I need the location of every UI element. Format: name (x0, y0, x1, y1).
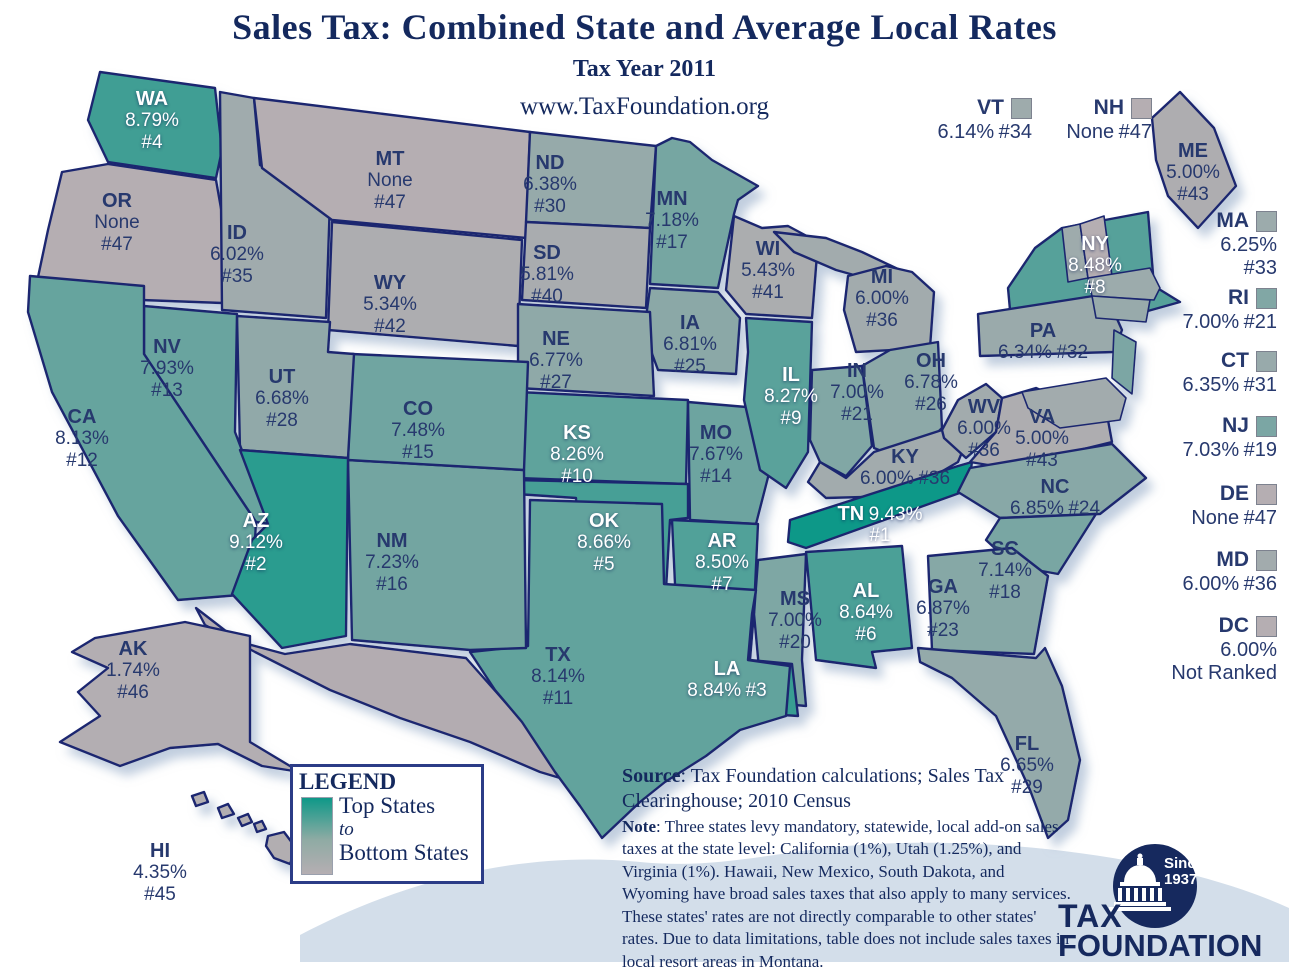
legend-bottom-label: Bottom States (339, 840, 469, 866)
state-shape-nd (524, 130, 658, 230)
state-shape-me (1150, 90, 1238, 230)
state-shape-co (346, 352, 530, 472)
state-shape-hi (236, 812, 254, 828)
note-text: : Three states levy mandatory, statewide… (622, 817, 1071, 971)
state-shape-ks (514, 390, 690, 486)
page-title: Sales Tax: Combined State and Average Lo… (232, 7, 1057, 47)
source-line: Source: Tax Foundation calculations; Sal… (622, 764, 1074, 814)
source-text: : Tax Foundation calculations; Sales Tax… (622, 765, 1005, 812)
state-shape-wa (86, 70, 224, 180)
tax-foundation-logo: Since 1937 TAX FOUNDATION (1052, 838, 1282, 963)
legend: LEGEND Top States to Bottom States (290, 764, 484, 884)
state-shape-sd (520, 220, 652, 310)
logo-word-foundation: FOUNDATION (1058, 928, 1263, 963)
legend-gradient-bar (301, 797, 333, 875)
landmass-group (26, 70, 1238, 866)
page-subtitle: Tax Year 2011 (572, 56, 717, 82)
small-state-sliver-2 (1087, 267, 1161, 301)
capitol-dome-icon: Since 1937 (1109, 844, 1204, 928)
header: Sales Tax: Combined State and Average Lo… (0, 0, 1289, 121)
state-shape-mi (842, 264, 936, 354)
state-shape-il (742, 316, 814, 490)
state-shape-az (230, 448, 350, 650)
state-shape-ca (26, 274, 258, 602)
legend-mid-label: to (339, 818, 354, 840)
note-label: Note (622, 817, 656, 836)
small-state-sliver-3 (1091, 295, 1151, 323)
logo-word-tax: TAX (1058, 898, 1123, 934)
state-shape-ia (642, 286, 742, 376)
legend-top-label: Top States (339, 793, 436, 818)
state-shape-tx (468, 498, 792, 840)
logo-year-text: 1937 (1164, 871, 1197, 888)
state-shape-in (808, 364, 874, 478)
state-shape-wy (326, 220, 524, 348)
state-shape-wi (724, 214, 820, 320)
legend-title: LEGEND (299, 769, 397, 794)
state-shape-ak (58, 620, 302, 774)
state-shape-mt (252, 96, 532, 240)
state-shape-fl (916, 646, 1082, 840)
state-shape-nc (956, 442, 1148, 520)
state-shape-hi (216, 802, 236, 820)
state-shape-hi (190, 790, 210, 808)
state-shape-ut (235, 314, 356, 460)
small-state-sliver-5 (1021, 377, 1127, 429)
state-shape-nm (346, 458, 528, 652)
state-shape-ne (516, 302, 656, 398)
state-shape-hi (252, 819, 268, 834)
small-state-sliver-4 (1111, 329, 1137, 395)
state-shape-ga (926, 546, 1050, 656)
source-note-block: Source: Tax Foundation calculations; Sal… (622, 764, 1074, 973)
website-url: www.TaxFoundation.org (520, 93, 769, 120)
legend-labels: Top States to Bottom States (339, 793, 469, 866)
state-shape-mn (648, 136, 760, 290)
note-line: Note: Three states levy mandatory, state… (622, 816, 1074, 973)
water-shadow (300, 842, 1289, 962)
state-shape-al (804, 544, 914, 670)
logo-since-text: Since (1164, 855, 1204, 872)
source-label: Source (622, 765, 681, 787)
